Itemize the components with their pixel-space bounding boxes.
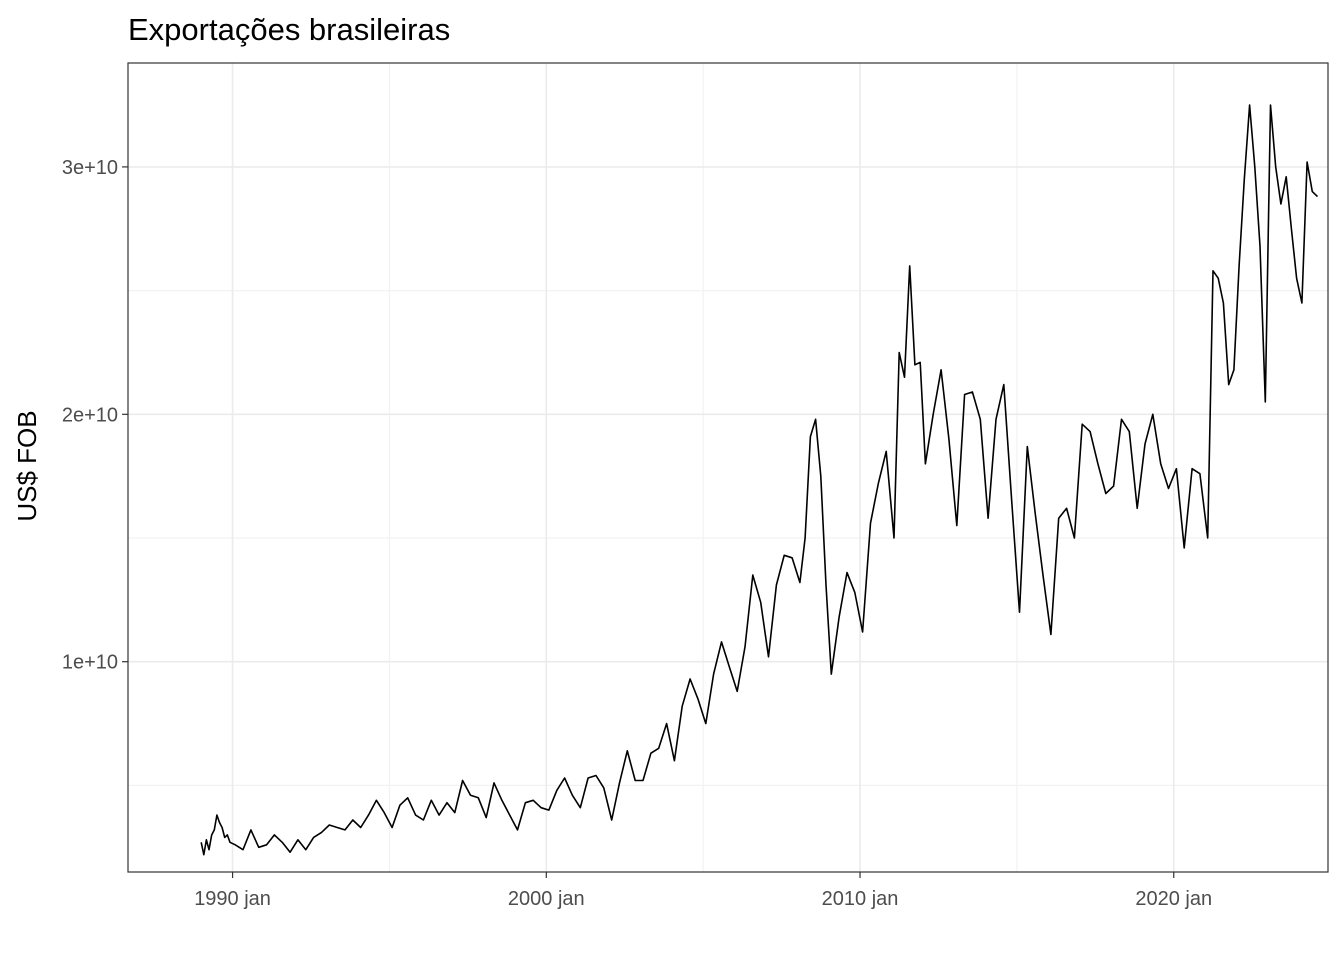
exports-series-line bbox=[200, 104, 1319, 856]
chart-title: Exportações brasileiras bbox=[128, 12, 451, 47]
x-tick-label: 1990 jan bbox=[194, 888, 271, 910]
y-axis-title: US$ FOB bbox=[12, 410, 42, 521]
minor-gridlines bbox=[128, 63, 1328, 872]
x-tick-label: 2020 jan bbox=[1135, 888, 1212, 910]
y-tick-label: 3e+10 bbox=[62, 157, 118, 179]
major-gridlines bbox=[128, 63, 1328, 872]
y-tick-label: 1e+10 bbox=[62, 652, 118, 674]
y-tick-label: 2e+10 bbox=[62, 404, 118, 426]
x-tick-label: 2000 jan bbox=[508, 888, 585, 910]
y-axis: 1e+10 2e+10 3e+10 bbox=[62, 157, 128, 674]
plot-panel-border bbox=[127, 62, 1329, 873]
x-tick-label: 2010 jan bbox=[822, 888, 899, 910]
x-axis: 1990 jan 2000 jan 2010 jan 2020 jan bbox=[194, 872, 1212, 910]
